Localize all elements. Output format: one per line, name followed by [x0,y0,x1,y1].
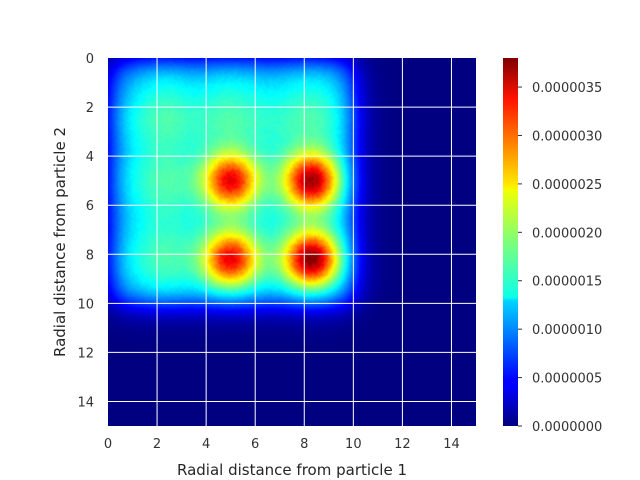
plot-area [108,58,476,426]
colorbar-tick-label: 0.0000010 [532,323,602,338]
x-tick-label: 4 [202,437,210,452]
x-axis-label: Radial distance from particle 1 [177,461,407,479]
grid-lines [108,58,476,426]
x-tick-label: 0 [104,437,112,452]
x-tick-label: 12 [394,437,411,452]
x-tick-label: 2 [153,437,161,452]
y-tick-label: 10 [77,297,94,312]
heatmap-image [108,58,476,426]
x-tick-label: 6 [251,437,259,452]
colorbar-tick-label: 0.0000000 [532,420,602,435]
x-tick-label: 10 [345,437,362,452]
y-tick-label: 14 [77,395,94,410]
colorbar-gradient [503,58,518,426]
y-axis-label: Radial distance from particle 2 [51,127,69,357]
y-tick-label: 12 [77,346,94,361]
y-tick-label: 0 [86,52,94,67]
colorbar-tick-label: 0.0000015 [532,275,602,290]
colorbar-tick-label: 0.0000020 [532,226,602,241]
colorbar-tick-label: 0.0000025 [532,178,602,193]
colorbar-tick-label: 0.0000035 [532,81,602,96]
colorbar-tick-label: 0.0000030 [532,129,602,144]
y-tick-label: 6 [86,199,94,214]
colorbar: 0.0000000 0.0000005 0.0000010 0.0000015 0.00… [503,58,602,435]
colorbar-ticks: 0.0000000 0.0000005 0.0000010 0.0000015 0.00… [518,81,602,435]
x-tick-label: 14 [443,437,460,452]
y-axis-ticks: 0 2 4 6 8 10 12 14 [77,52,94,410]
y-tick-label: 2 [86,101,94,116]
y-tick-label: 8 [86,248,94,263]
x-tick-label: 8 [300,437,308,452]
colorbar-tick-label: 0.0000005 [532,372,602,387]
x-axis-ticks: 0 2 4 6 8 10 12 14 [104,437,460,452]
y-tick-label: 4 [86,150,94,165]
